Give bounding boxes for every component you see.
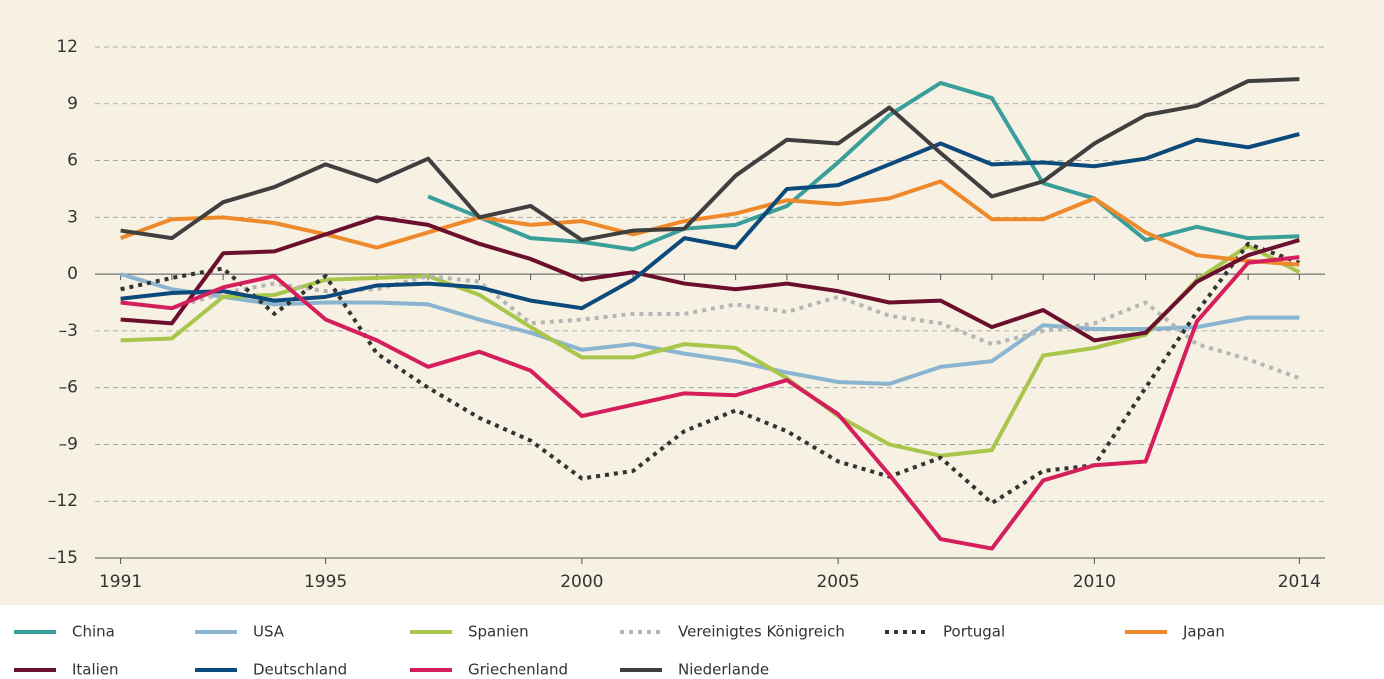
y-tick-label: –3 bbox=[59, 321, 78, 341]
legend-label: Spanien bbox=[468, 623, 529, 641]
legend-label: Griechenland bbox=[468, 661, 568, 679]
x-tick-label: 2014 bbox=[1278, 572, 1321, 592]
series-line bbox=[120, 77, 1300, 243]
legend-label: Japan bbox=[1182, 623, 1225, 641]
y-tick-label: 0 bbox=[67, 264, 78, 284]
series-line bbox=[120, 241, 1301, 506]
legend-label: Italien bbox=[72, 661, 119, 679]
legend-label: Deutschland bbox=[253, 661, 347, 679]
x-tick-label: 2000 bbox=[560, 572, 603, 592]
plot-background bbox=[0, 0, 1384, 605]
y-tick-label: –12 bbox=[48, 491, 78, 511]
series-line bbox=[120, 272, 1300, 386]
series-line bbox=[119, 179, 1300, 267]
x-tick-label: 2010 bbox=[1073, 572, 1116, 592]
y-tick-label: –15 bbox=[48, 548, 78, 568]
x-tick-label: 1995 bbox=[304, 572, 347, 592]
series-line bbox=[120, 274, 1301, 381]
x-tick-label: 2005 bbox=[816, 572, 859, 592]
y-tick-label: 6 bbox=[67, 151, 78, 171]
y-tick-label: 9 bbox=[67, 94, 78, 114]
legend-label: Vereinigtes Königreich bbox=[678, 623, 845, 641]
series-line bbox=[120, 215, 1300, 343]
legend-label: Niederlande bbox=[678, 661, 769, 679]
y-tick-label: 12 bbox=[56, 37, 78, 57]
series-line bbox=[120, 132, 1300, 311]
y-tick-label: –6 bbox=[59, 378, 78, 398]
legend: China USA Spanien Vereinigtes Königreich Por… bbox=[14, 623, 1225, 679]
x-tick-label: 1991 bbox=[99, 572, 142, 592]
y-tick-label: –9 bbox=[59, 434, 78, 454]
series-line bbox=[120, 255, 1300, 551]
y-tick-label: 3 bbox=[67, 207, 78, 227]
legend-label: Portugal bbox=[943, 623, 1005, 641]
legend-label: USA bbox=[253, 623, 285, 641]
legend-label: China bbox=[72, 623, 115, 641]
